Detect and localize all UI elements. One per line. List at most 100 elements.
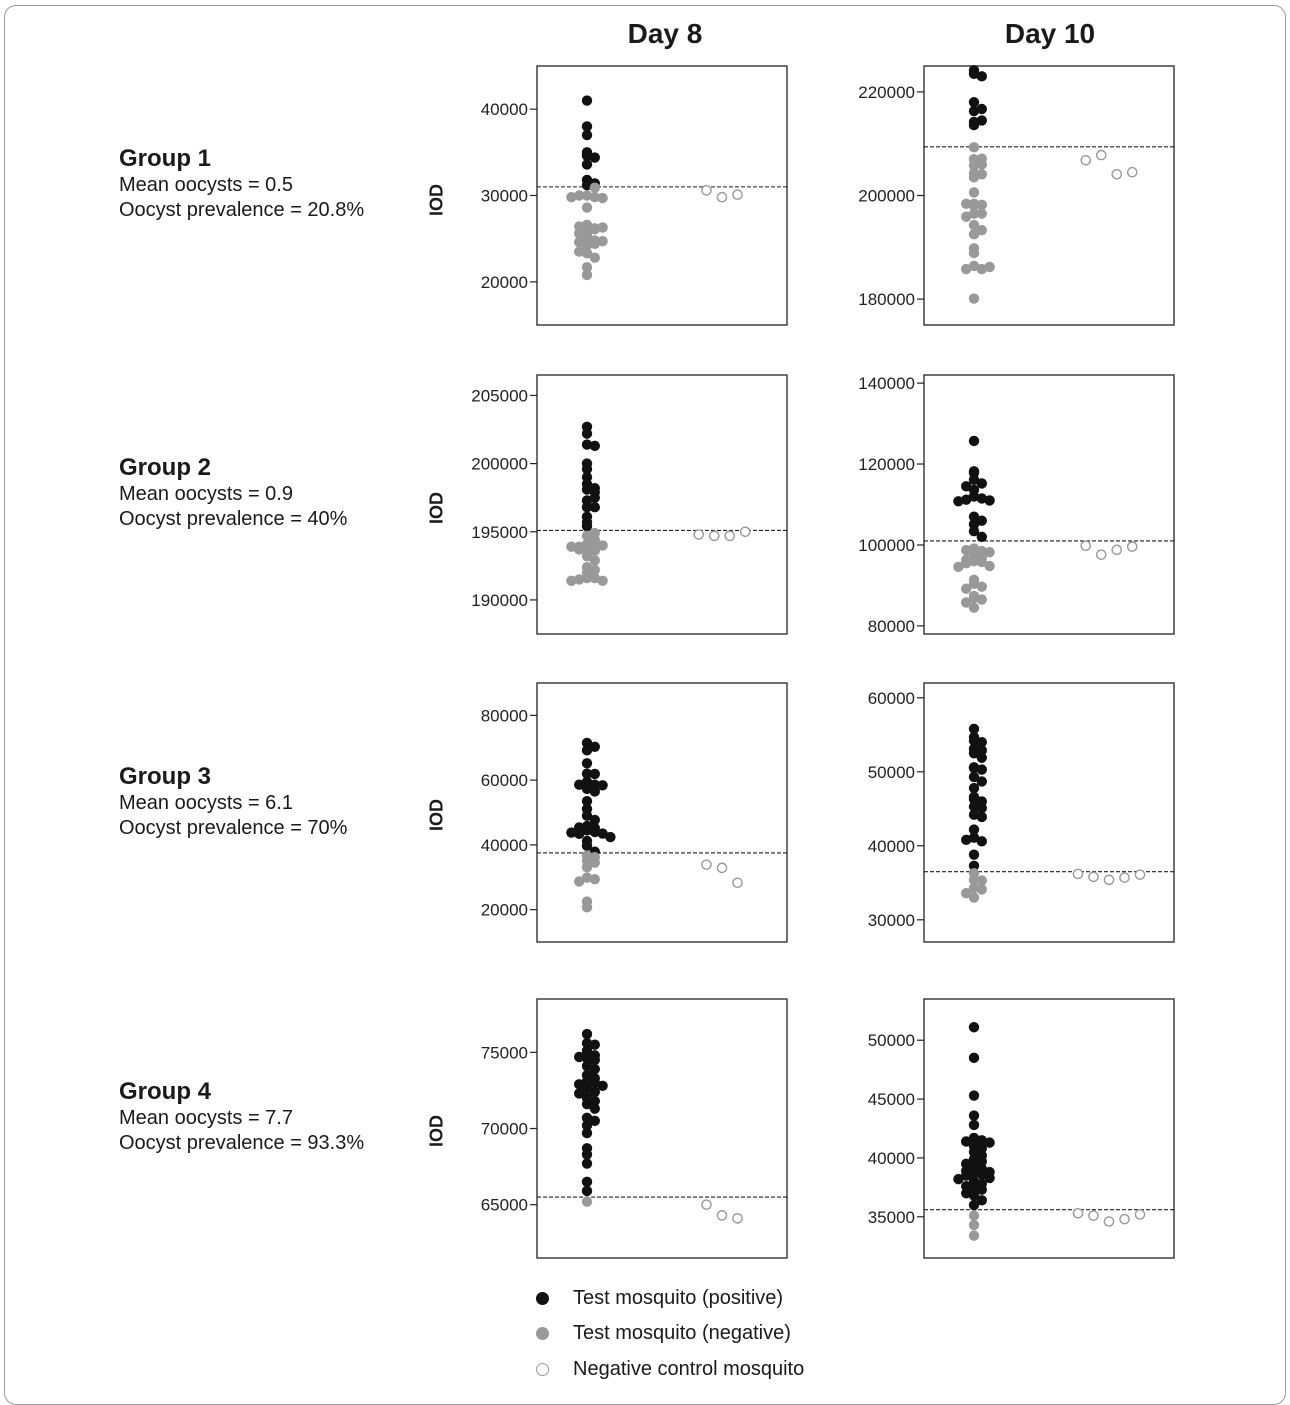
point-test-positive: [961, 1136, 972, 1147]
point-negative-control: [1080, 154, 1092, 166]
panel-3-day8: 20000 40000 60000 80000: [481, 682, 788, 943]
point-negative-control: [716, 1210, 728, 1221]
group-title: Group 1: [119, 145, 212, 172]
point-test-positive: [968, 809, 980, 820]
point-test-positive: [597, 1080, 608, 1092]
filled-gray-circle-icon: [536, 1326, 549, 1340]
point-negative-control: [1095, 549, 1107, 560]
point-test-positive: [589, 814, 600, 826]
point-negative-control: [1103, 874, 1115, 886]
point-test-positive: [968, 511, 980, 522]
point-test-positive: [581, 1060, 593, 1072]
point-test-negative: [961, 263, 972, 275]
point-test-negative: [968, 555, 980, 567]
point-test-positive: [968, 723, 980, 735]
point-test-positive: [581, 95, 593, 106]
y-tick-label: 40000: [481, 100, 528, 119]
point-test-positive: [968, 97, 980, 108]
point-test-negative: [968, 293, 980, 304]
point-test-positive: [581, 147, 593, 158]
point-test-positive: [589, 1095, 600, 1107]
panel-1-day8: 20000 30000 40000: [481, 65, 788, 326]
point-test-positive: [581, 1028, 593, 1040]
point-test-positive: [589, 1039, 600, 1050]
point-test-positive: [589, 492, 600, 503]
point-test-positive: [581, 463, 593, 475]
point-test-positive: [968, 105, 980, 117]
plot-area-border: [536, 998, 788, 1259]
point-test-positive: [984, 495, 995, 506]
point-test-positive: [589, 741, 600, 752]
group-title: Group 4: [119, 1078, 212, 1105]
point-test-positive: [976, 776, 987, 787]
point-test-positive: [589, 786, 600, 797]
point-test-negative: [968, 1219, 980, 1231]
y-tick-label: 30000: [868, 911, 915, 930]
point-test-negative: [968, 578, 980, 590]
point-test-positive: [976, 1135, 987, 1146]
point-test-negative: [589, 857, 600, 868]
point-test-positive: [968, 1119, 980, 1131]
point-test-positive: [968, 735, 980, 746]
point-test-positive: [581, 1127, 593, 1139]
point-test-positive: [597, 828, 608, 839]
point-test-negative: [968, 208, 980, 219]
point-test-negative: [581, 902, 593, 913]
point-test-positive: [581, 129, 593, 141]
point-test-positive: [968, 1168, 980, 1179]
point-test-negative: [597, 192, 608, 204]
point-test-negative: [984, 261, 995, 273]
point-test-positive: [968, 474, 980, 486]
point-test-positive: [589, 440, 600, 452]
point-test-negative: [968, 247, 980, 259]
point-test-negative: [968, 142, 980, 153]
point-test-positive: [968, 435, 980, 447]
y-tick-label: 80000: [481, 706, 528, 725]
mean-oocysts: Mean oocysts = 6.1: [119, 792, 293, 814]
group-1-info: Group 1 Mean oocysts = 0.5 Oocyst preval…: [119, 145, 419, 223]
point-test-positive: [961, 1170, 972, 1181]
point-test-positive: [581, 1176, 593, 1188]
point-test-positive: [961, 481, 972, 492]
point-test-positive: [566, 827, 577, 838]
point-test-negative: [581, 872, 593, 883]
point-test-negative: [581, 1196, 593, 1207]
point-test-positive: [581, 1149, 593, 1160]
point-test-positive: [589, 826, 600, 838]
point-test-positive: [984, 1137, 995, 1148]
point-test-negative: [968, 172, 980, 183]
point-test-positive: [589, 1115, 600, 1127]
panel-4-day10: 35000 40000 45000 50000: [868, 998, 1175, 1259]
point-test-negative: [597, 575, 608, 587]
open-gray-circle-icon: [536, 1362, 549, 1376]
point-test-positive: [581, 783, 593, 795]
point-test-positive: [597, 780, 608, 791]
point-test-positive: [581, 1076, 593, 1087]
point-test-positive: [976, 836, 987, 847]
point-test-negative: [968, 229, 980, 240]
point-test-positive: [581, 1098, 593, 1110]
point-test-negative: [961, 557, 972, 569]
group-2-info: Group 2 Mean oocysts = 0.9 Oocyst preval…: [119, 454, 419, 532]
group-3-info: Group 3 Mean oocysts = 6.1 Oocyst preval…: [119, 763, 419, 841]
group-4-info: Group 4 Mean oocysts = 7.7 Oocyst preval…: [119, 1078, 419, 1156]
point-test-negative: [581, 231, 593, 243]
point-negative-control: [1134, 1209, 1146, 1220]
y-tick-label: 35000: [868, 1208, 915, 1227]
panel-1-day10: 180000 200000 220000: [858, 64, 1175, 326]
point-test-negative: [968, 260, 980, 272]
point-test-positive: [589, 1086, 600, 1098]
point-test-positive: [589, 152, 600, 163]
point-negative-control: [1088, 871, 1099, 883]
point-negative-control: [732, 877, 743, 889]
point-test-negative: [581, 190, 593, 201]
point-test-positive: [968, 1090, 980, 1101]
point-test-positive: [581, 121, 593, 132]
point-test-negative: [589, 252, 600, 263]
point-test-negative: [976, 594, 987, 605]
point-test-positive: [976, 515, 987, 526]
point-negative-control: [1088, 1210, 1099, 1221]
legend-label-control: Negative control mosquito: [573, 1357, 805, 1380]
point-test-negative: [976, 875, 987, 886]
point-test-negative: [589, 223, 600, 235]
